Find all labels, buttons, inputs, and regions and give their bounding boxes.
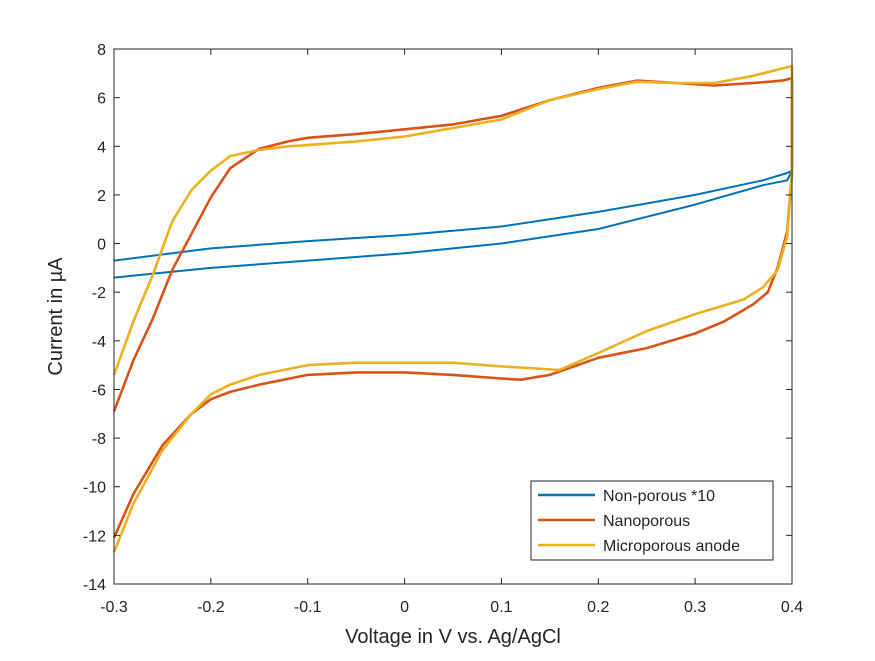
legend-label-3: Microporous anode [603,538,740,555]
y-tick-label: -10 [83,480,106,497]
y-tick-label: -2 [92,285,106,302]
y-tick-label: 6 [97,91,106,108]
legend-label-1: Non-porous *10 [603,488,715,505]
x-tick-label: 0.3 [684,599,706,616]
x-axis-ticks: -0.3 -0.2 -0.1 0 0.1 0.2 0.3 0.4 [100,49,803,616]
x-tick-label: -0.1 [294,599,322,616]
series-line-2 [112,76,794,539]
y-axis-ticks: -14 -12 -10 -8 -6 -4 -2 0 2 4 6 8 [83,42,792,594]
x-tick-label: 0.4 [781,599,803,616]
y-axis-title: Current in µA [45,257,67,376]
x-axis-title: Voltage in V vs. Ag/AgCl [345,626,561,648]
y-tick-label: 4 [97,139,106,156]
y-tick-label: 8 [97,42,106,59]
axes-box [113,48,793,585]
y-tick-label: -6 [92,382,106,399]
series-line-3 [112,64,794,553]
x-tick-label: 0 [400,599,409,616]
y-tick-label: -4 [92,334,106,351]
legend-label-2: Nanoporous [603,513,690,530]
series-line-1 [113,169,793,279]
y-tick-label: -12 [83,528,106,545]
x-tick-label: 0.1 [490,599,512,616]
y-tick-label: 2 [97,188,106,205]
y-tick-label: -8 [92,431,106,448]
legend: Non-porous *10 Nanoporous Microporous anod… [530,480,774,561]
plot-lines [112,64,794,553]
y-tick-label: -14 [83,577,106,594]
x-tick-label: -0.2 [197,599,225,616]
x-tick-label: -0.3 [100,599,128,616]
y-tick-label: 0 [97,237,106,254]
x-tick-label: 0.2 [587,599,609,616]
